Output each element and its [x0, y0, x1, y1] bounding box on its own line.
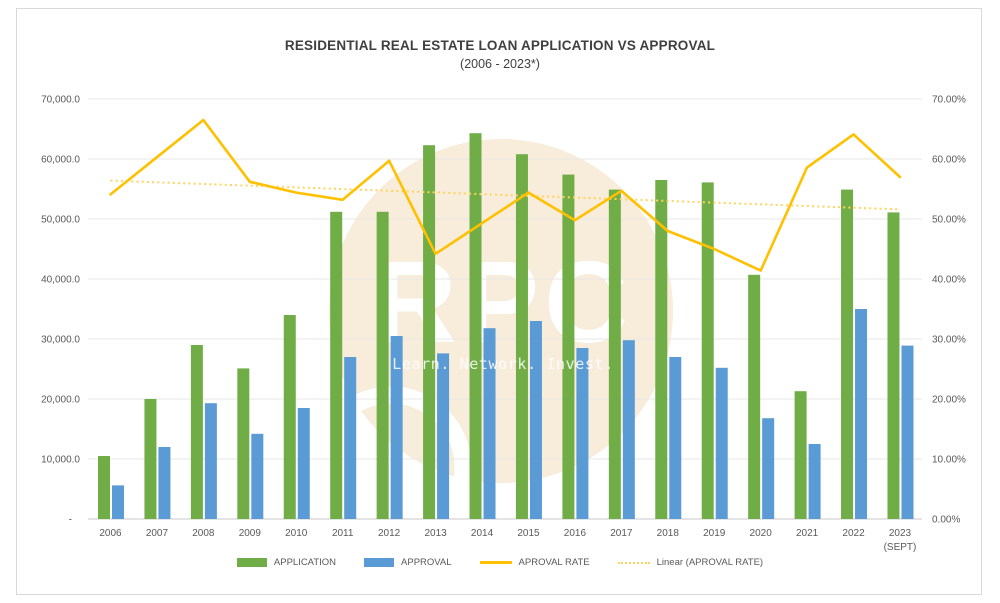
- application-bar: [423, 145, 436, 519]
- approval-bar: [901, 345, 914, 519]
- left-axis-tick-label: 30,000.0: [41, 335, 80, 346]
- x-axis-year-label: 2019: [703, 528, 726, 539]
- right-axis-tick-label: 50.00%: [932, 215, 966, 226]
- title-block: RESIDENTIAL REAL ESTATE LOAN APPLICATION…: [0, 38, 1000, 71]
- legend-item-application: APPLICATION: [236, 557, 337, 568]
- right-axis-tick-label: 20.00%: [932, 395, 966, 406]
- x-axis-year-label: 2006: [99, 528, 122, 539]
- x-axis-year-label: 2008: [192, 528, 215, 539]
- legend-label-approval: APPROVAL: [401, 557, 452, 568]
- x-axis-year-label: 2007: [146, 528, 169, 539]
- legend-label-linear-trend: Linear (APROVAL RATE): [656, 557, 764, 568]
- approval-bar: [297, 408, 310, 519]
- approval-bar: [576, 348, 589, 519]
- x-axis-year-label: 2015: [517, 528, 540, 539]
- aproval-rate-line-swatch-icon: [479, 561, 512, 564]
- x-axis-year-label: 2021: [796, 528, 819, 539]
- chart-subtitle: (2006 - 2023*): [460, 57, 540, 71]
- approval-bar: [390, 336, 403, 519]
- approval-bar: [855, 309, 868, 519]
- right-axis-tick-label: 70.00%: [932, 95, 966, 106]
- right-axis-tick-label: 60.00%: [932, 155, 966, 166]
- application-swatch-icon: [236, 558, 267, 567]
- approval-bar: [204, 403, 217, 519]
- approval-bar: [158, 447, 171, 519]
- approval-bar: [112, 485, 124, 519]
- application-bar: [655, 180, 668, 519]
- application-bar: [794, 391, 807, 519]
- application-bar: [330, 211, 343, 520]
- approval-bar: [808, 444, 821, 519]
- left-axis-tick-label: 60,000.0: [41, 155, 80, 166]
- approval-bar: [529, 321, 542, 519]
- approval-bar: [344, 357, 357, 519]
- left-axis-tick-label: 40,000.0: [41, 275, 80, 286]
- x-axis-year-label: 2017: [610, 528, 633, 539]
- x-axis-year-label: 2009: [239, 528, 262, 539]
- approval-bar: [715, 367, 728, 519]
- left-axis-tick-label: 70,000.0: [41, 95, 80, 106]
- x-axis-year-label: 2013: [424, 528, 447, 539]
- application-bar: [469, 133, 482, 519]
- approval-swatch-icon: [364, 558, 395, 567]
- linear-trend-dotted-swatch-icon: [617, 561, 650, 564]
- x-axis-year-label: 2011: [332, 528, 354, 539]
- application-bar: [841, 189, 854, 519]
- linear-trendline: [110, 179, 901, 211]
- chart-legend: APPLICATION APPROVAL APROVAL RATE Linear…: [0, 557, 1000, 568]
- chart-title: RESIDENTIAL REAL ESTATE LOAN APPLICATION…: [284, 38, 716, 53]
- aproval-rate-line: [109, 118, 902, 272]
- approval-bar: [622, 340, 635, 519]
- application-bar: [701, 182, 714, 519]
- application-bar: [748, 274, 761, 519]
- application-bar: [144, 399, 157, 519]
- approval-bar: [483, 328, 496, 519]
- x-axis-year-label: 2023: [889, 528, 912, 539]
- approval-bar: [669, 357, 682, 519]
- x-axis-year-label: 2014: [471, 528, 494, 539]
- right-axis-tick-label: 10.00%: [932, 455, 966, 466]
- legend-item-linear-trend: Linear (APROVAL RATE): [617, 557, 764, 568]
- application-bar: [283, 315, 296, 519]
- right-axis-tick-label: 40.00%: [932, 275, 966, 286]
- application-bar: [376, 211, 389, 520]
- application-bar: [562, 174, 575, 519]
- legend-item-approval: APPROVAL: [364, 557, 452, 568]
- approval-bar: [251, 433, 264, 519]
- x-axis-year-label: 2018: [657, 528, 680, 539]
- application-bar: [887, 212, 900, 519]
- legend-label-application: APPLICATION: [273, 557, 337, 568]
- left-axis-tick-label: -: [69, 515, 72, 526]
- left-axis-tick-label: 10,000.0: [41, 455, 80, 466]
- left-axis-tick-label: 20,000.0: [41, 395, 80, 406]
- x-axis-year-label: 2016: [564, 528, 587, 539]
- right-axis-tick-label: 0.00%: [932, 515, 960, 526]
- x-axis-year-label: 2020: [750, 528, 773, 539]
- approval-bar: [437, 353, 450, 519]
- application-bar: [237, 368, 250, 519]
- approval-bar: [762, 418, 775, 519]
- x-axis-year-sublabel: (SEPT): [884, 542, 917, 553]
- application-bar: [608, 189, 621, 519]
- right-axis-tick-label: 30.00%: [932, 335, 966, 346]
- application-bar: [515, 154, 528, 519]
- application-bar: [98, 456, 110, 519]
- watermark-letters: RPC: [373, 237, 633, 367]
- application-bar: [190, 345, 203, 519]
- legend-item-aproval-rate: APROVAL RATE: [479, 557, 590, 568]
- x-axis-year-label: 2012: [378, 528, 401, 539]
- left-axis-tick-label: 50,000.0: [41, 215, 80, 226]
- x-axis-year-label: 2022: [842, 528, 865, 539]
- x-axis-year-label: 2010: [285, 528, 308, 539]
- legend-label-aproval-rate: APROVAL RATE: [518, 557, 590, 568]
- watermark-tagline: Learn. Network. Invest.: [392, 355, 614, 373]
